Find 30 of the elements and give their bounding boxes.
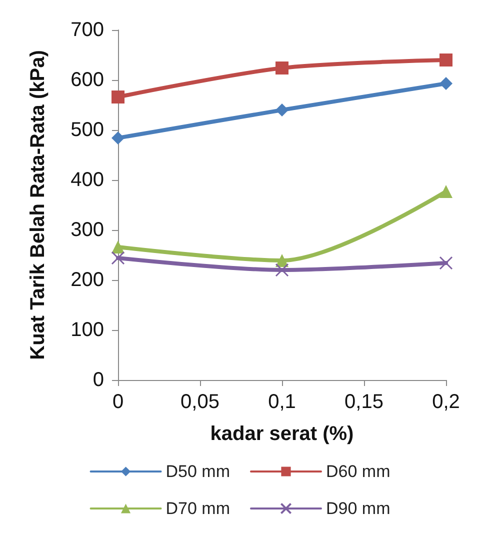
x-axis-title: kadar serat (%) xyxy=(210,423,354,445)
x-tick-label: 0,1 xyxy=(268,391,296,413)
point xyxy=(440,54,452,66)
x-tick-label: 0,2 xyxy=(432,391,460,413)
y-tick-label: 100 xyxy=(70,319,104,341)
legend-label: D70 mm xyxy=(166,499,230,518)
x-tick-label: 0,05 xyxy=(180,391,220,413)
point xyxy=(111,251,125,265)
x-tick-label: 0 xyxy=(112,391,124,413)
x-tick-label: 0,15 xyxy=(344,391,384,413)
y-tick-label: 200 xyxy=(70,269,104,291)
y-tick-label: 500 xyxy=(70,119,104,141)
point xyxy=(112,132,124,144)
legend-label: D50 mm xyxy=(166,462,230,481)
y-axis-title: Kuat Tarik Belah Rata-Rata (kPa) xyxy=(27,50,49,360)
point xyxy=(112,240,124,254)
legend-label: D90 mm xyxy=(326,499,390,518)
y-tick-label: 300 xyxy=(70,219,104,241)
y-tick-label: 400 xyxy=(70,169,104,191)
point xyxy=(440,185,452,198)
point xyxy=(439,256,453,270)
y-tick-label: 600 xyxy=(70,69,104,91)
legend-label: D60 mm xyxy=(326,462,390,481)
y-tick-label: 700 xyxy=(70,19,104,41)
point xyxy=(275,263,289,277)
point xyxy=(276,104,288,116)
point xyxy=(112,90,124,104)
point xyxy=(276,62,288,74)
y-tick-label: 0 xyxy=(92,369,104,391)
point xyxy=(440,77,452,90)
